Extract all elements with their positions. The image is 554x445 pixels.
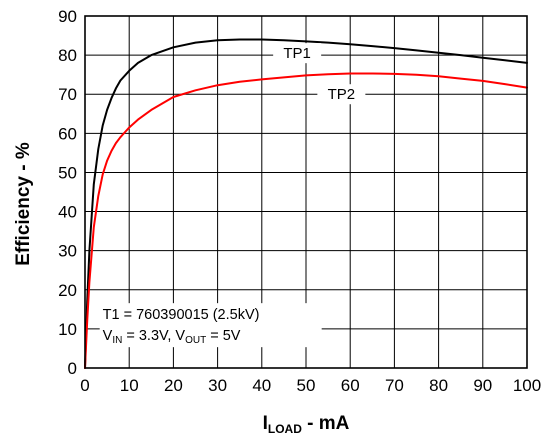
annotation-background <box>99 303 322 348</box>
series-label-text: TP1 <box>283 45 311 62</box>
conditions-annotation: T1 = 760390015 (2.5kV) VIN = 3.3V, VOUT =… <box>99 303 322 348</box>
x-tick-label-80: 80 <box>429 376 448 395</box>
series-labels: TP1 TP2 <box>273 43 366 105</box>
series-label-tp2: TP2 <box>317 84 366 105</box>
series-label-text: TP2 <box>328 86 356 103</box>
annotation-line-1: T1 = 760390015 (2.5kV) <box>103 307 260 323</box>
y-tick-label-90: 90 <box>58 7 77 26</box>
x-tick-label-0: 0 <box>80 376 89 395</box>
y-tick-label-20: 20 <box>58 281 77 300</box>
x-tick-label-60: 60 <box>341 376 360 395</box>
plot-frame <box>84 15 528 369</box>
y-axis-title: Efficiency - % <box>13 142 34 266</box>
series-line-tp1 <box>84 38 528 369</box>
y-tick-label-10: 10 <box>58 320 77 339</box>
y-tick-labels: 0 10 20 30 40 50 60 70 80 90 <box>58 7 77 378</box>
x-tick-label-50: 50 <box>297 376 316 395</box>
x-tick-labels: 0 10 20 30 40 50 60 70 80 90 100 <box>80 376 541 395</box>
x-tick-label-30: 30 <box>208 376 227 395</box>
x-tick-label-100: 100 <box>513 376 541 395</box>
x-axis-title: ILOAD - mA <box>263 413 350 436</box>
x-tick-label-90: 90 <box>473 376 492 395</box>
y-tick-label-70: 70 <box>58 85 77 104</box>
y-tick-label-80: 80 <box>58 46 77 65</box>
x-tick-label-20: 20 <box>164 376 183 395</box>
x-tick-label-10: 10 <box>120 376 139 395</box>
y-tick-label-50: 50 <box>58 163 77 182</box>
y-tick-label-40: 40 <box>58 203 77 222</box>
y-tick-label-60: 60 <box>58 124 77 143</box>
x-tick-label-40: 40 <box>252 376 271 395</box>
x-tick-label-70: 70 <box>385 376 404 395</box>
series-label-tp1: TP1 <box>273 43 322 64</box>
series-line-tp2 <box>84 72 528 369</box>
series-lines <box>84 38 528 369</box>
y-tick-label-30: 30 <box>58 242 77 261</box>
annotation-line-2: VIN = 3.3V, VOUT = 5V <box>103 328 241 346</box>
y-tick-label-0: 0 <box>68 359 77 378</box>
